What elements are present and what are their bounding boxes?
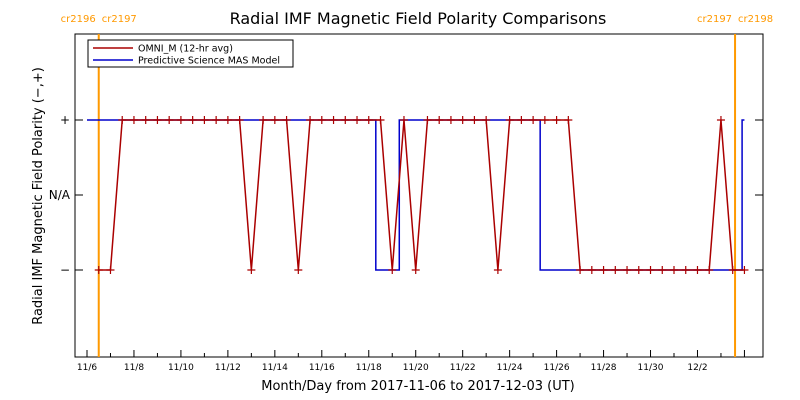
- data-point-marker: [165, 116, 174, 124]
- data-point-marker: [446, 116, 455, 124]
- legend-entry-label: OMNI_M (12-hr avg): [138, 44, 233, 55]
- data-point-marker: [329, 116, 338, 124]
- series-layer: [87, 116, 749, 274]
- data-point-marker: [658, 266, 667, 274]
- data-point-marker: [153, 116, 162, 124]
- data-point-marker: [716, 116, 725, 124]
- data-point-marker: [552, 116, 561, 124]
- data-point-marker: [94, 266, 103, 274]
- data-point-marker: [317, 116, 326, 124]
- series-line: [87, 119, 745, 271]
- data-point-marker: [587, 266, 596, 274]
- data-point-marker: [435, 116, 444, 124]
- data-point-marker: [634, 266, 643, 274]
- data-point-marker: [212, 116, 221, 124]
- data-point-marker: [188, 116, 197, 124]
- plot-frame: [74, 33, 764, 358]
- carrington-markers: cr2196 cr2197 cr2197 cr2198: [61, 14, 773, 357]
- data-point-marker: [599, 266, 608, 274]
- x-tick-label: 11/18: [356, 363, 382, 373]
- carrington-label-right: cr2197: [102, 14, 137, 25]
- data-point-marker: [623, 266, 632, 274]
- data-point-marker: [728, 266, 737, 274]
- y-axis-label: Radial IMF Magnetic Field Polarity (−,+): [31, 67, 46, 325]
- data-point-marker: [576, 266, 585, 274]
- data-point-marker: [470, 116, 479, 124]
- data-point-marker: [611, 266, 620, 274]
- data-point-marker: [493, 266, 502, 274]
- carrington-label-left: cr2197: [697, 14, 732, 25]
- data-point-marker: [423, 116, 432, 124]
- data-point-marker: [247, 266, 256, 274]
- x-tick-label: 11/8: [124, 363, 144, 373]
- data-point-marker: [670, 266, 678, 274]
- data-point-marker: [270, 116, 279, 124]
- data-point-marker: [705, 266, 714, 274]
- legend-entry-label: Predictive Science MAS Model: [138, 56, 280, 67]
- data-point-marker: [388, 266, 397, 274]
- data-point-marker: [235, 116, 244, 124]
- data-point-marker: [482, 116, 491, 124]
- data-point-marker: [259, 116, 268, 124]
- data-point-marker: [141, 116, 150, 124]
- chart-title: Radial IMF Magnetic Field Polarity Compa…: [230, 9, 607, 28]
- data-point-marker: [223, 116, 232, 124]
- y-level-label: N/A: [49, 188, 71, 202]
- x-tick-label: 11/6: [77, 363, 97, 373]
- data-point-marker: [399, 116, 408, 124]
- data-point-marker: [353, 116, 362, 124]
- x-axis-label: Month/Day from 2017-11-06 to 2017-12-03 …: [261, 379, 574, 394]
- data-point-marker: [294, 266, 303, 274]
- data-point-marker: [505, 116, 514, 124]
- data-point-marker: [540, 116, 549, 124]
- y-axis: + N/A −: [49, 113, 763, 277]
- data-point-marker: [176, 116, 185, 124]
- x-tick-label: 11/16: [309, 363, 335, 373]
- data-point-marker: [529, 116, 538, 124]
- data-point-marker: [740, 266, 749, 274]
- x-axis: 11/6 11/8 11/10 11/12 11/14 11/16 11/18 11/20 11…: [77, 350, 745, 373]
- data-point-marker: [411, 266, 420, 274]
- carrington-label-left: cr2196: [61, 14, 96, 25]
- series-line: [98, 119, 745, 271]
- y-level-label: +: [60, 113, 70, 127]
- data-point-marker: [106, 266, 115, 274]
- legend-box: [87, 39, 294, 68]
- data-point-marker: [564, 116, 573, 124]
- data-point-marker: [458, 116, 467, 124]
- data-point-marker: [341, 116, 350, 124]
- x-tick-label: 11/28: [591, 363, 617, 373]
- y-level-label: −: [60, 263, 70, 277]
- data-point-marker: [118, 116, 127, 124]
- data-point-marker: [376, 116, 385, 124]
- carrington-label-right: cr2198: [738, 14, 773, 25]
- data-point-marker: [693, 266, 702, 274]
- data-point-marker: [364, 116, 373, 124]
- x-tick-label: 11/24: [497, 363, 523, 373]
- x-tick-label: 11/14: [262, 363, 288, 373]
- x-tick-label: 11/30: [638, 363, 664, 373]
- data-point-marker: [646, 266, 655, 274]
- x-tick-label: 11/20: [403, 363, 429, 373]
- data-point-marker: [681, 266, 690, 274]
- data-point-marker: [517, 116, 526, 124]
- x-tick-label: 11/10: [168, 363, 194, 373]
- x-tick-label: 11/22: [450, 363, 476, 373]
- data-point-marker: [129, 116, 138, 124]
- x-tick-label: 12/2: [687, 363, 707, 373]
- legend: OMNI_M (12-hr avg)Predictive Science MAS…: [87, 39, 294, 68]
- data-point-marker: [306, 116, 315, 124]
- x-tick-label: 11/12: [215, 363, 241, 373]
- x-tick-label: 11/26: [544, 363, 570, 373]
- data-point-marker: [200, 116, 209, 124]
- data-point-marker: [282, 116, 291, 124]
